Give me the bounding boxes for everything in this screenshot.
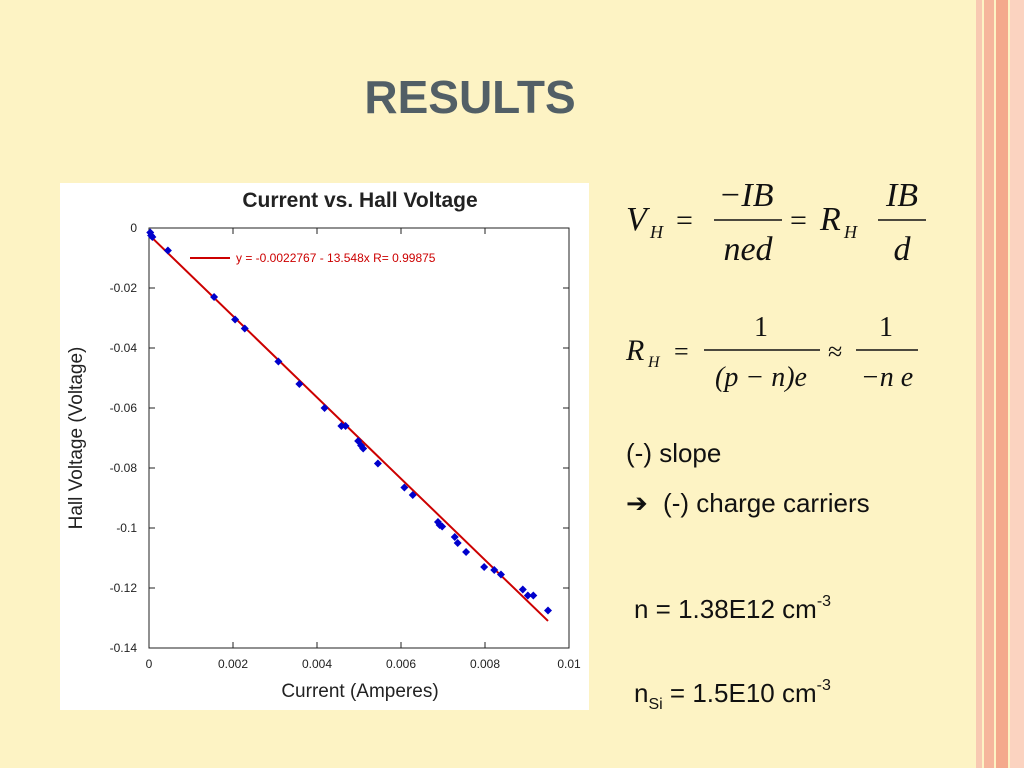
data-point bbox=[148, 233, 157, 241]
stripe bbox=[1010, 0, 1024, 768]
x-tick-label: 0.01 bbox=[557, 657, 581, 671]
fit-line bbox=[148, 234, 549, 622]
svg-text:H: H bbox=[647, 354, 661, 371]
data-point bbox=[529, 591, 538, 600]
right-arrow-icon: ➔ bbox=[626, 488, 648, 518]
data-point bbox=[274, 357, 283, 366]
data-point bbox=[523, 591, 532, 600]
y-axis-label: Hall Voltage (Voltage) bbox=[66, 347, 87, 530]
stripe bbox=[976, 0, 982, 768]
carriers-note: ➔ (-) charge carriers bbox=[626, 488, 870, 519]
svg-text:1: 1 bbox=[754, 312, 768, 343]
x-tick-label: 0 bbox=[146, 657, 153, 671]
svg-text:H: H bbox=[843, 222, 858, 242]
y-tick-label: -0.02 bbox=[110, 281, 138, 295]
stripe bbox=[984, 0, 994, 768]
carrier-density: n = 1.38E12 cm-3 bbox=[634, 593, 832, 625]
hall-coefficient-equation: R H = 1 (p − n)e ≈ 1 −n e bbox=[625, 312, 926, 407]
svg-text:=: = bbox=[790, 204, 807, 237]
data-point bbox=[163, 246, 172, 255]
slope-note: (-) slope bbox=[626, 438, 722, 468]
data-point bbox=[496, 570, 505, 579]
hall-voltage-equation: V H = −IB ned = R H IB d bbox=[626, 170, 926, 275]
svg-text:(p − n)e: (p − n)e bbox=[715, 362, 807, 393]
carriers-text: (-) charge carriers bbox=[663, 488, 870, 518]
data-point bbox=[231, 315, 240, 324]
svg-text:d: d bbox=[894, 231, 912, 268]
chart-panel: Current vs. Hall Voltage 0 -0.02 -0.04 -0.0… bbox=[60, 183, 589, 710]
chart-title: Current vs. Hall Voltage bbox=[242, 189, 477, 212]
y-tick-label: 0 bbox=[130, 221, 137, 235]
svg-text:H: H bbox=[649, 222, 664, 242]
stripe bbox=[996, 0, 1008, 768]
slide-title: RESULTS bbox=[364, 71, 576, 123]
data-point bbox=[295, 380, 304, 388]
svg-text:=: = bbox=[676, 204, 693, 237]
y-tick-label: -0.14 bbox=[110, 641, 138, 655]
y-tick-label: -0.06 bbox=[110, 401, 138, 415]
legend: y = -0.0022767 - 13.548x R= 0.99875 bbox=[190, 251, 436, 265]
svg-text:V: V bbox=[626, 201, 651, 238]
svg-text:IB: IB bbox=[885, 177, 918, 214]
data-point bbox=[359, 444, 368, 453]
data-point bbox=[462, 548, 471, 556]
data-points bbox=[146, 228, 552, 615]
scatter-chart: Current vs. Hall Voltage 0 -0.02 -0.04 -0.0… bbox=[66, 189, 581, 702]
carrier-density-exponent: -3 bbox=[816, 593, 832, 610]
y-tick-label: -0.08 bbox=[110, 461, 138, 475]
svg-text:≈: ≈ bbox=[828, 337, 842, 366]
svg-text:−n e: −n e bbox=[861, 362, 913, 393]
carrier-density-text: n = 1.38E12 cm bbox=[634, 594, 817, 624]
svg-text:−IB: −IB bbox=[718, 177, 773, 214]
nsi-exponent: -3 bbox=[816, 677, 831, 694]
data-point bbox=[341, 422, 350, 430]
fit-line-group bbox=[148, 234, 549, 622]
data-point bbox=[337, 422, 346, 430]
svg-text:1: 1 bbox=[879, 312, 893, 343]
y-tick-label: -0.1 bbox=[116, 521, 137, 535]
x-tick-label: 0.006 bbox=[386, 657, 416, 671]
data-point bbox=[373, 459, 382, 468]
svg-text:R: R bbox=[625, 334, 644, 367]
x-tick-label: 0.008 bbox=[470, 657, 500, 671]
data-point bbox=[450, 533, 459, 541]
y-axis-ticks: 0 -0.02 -0.04 -0.06 -0.08 -0.1 -0.12 -0.14 bbox=[110, 221, 569, 655]
legend-label: y = -0.0022767 - 13.548x R= 0.99875 bbox=[236, 251, 436, 265]
data-point bbox=[438, 522, 447, 531]
data-point bbox=[480, 563, 489, 571]
x-axis-ticks: 0 0.002 0.004 0.006 0.008 0.01 bbox=[146, 228, 581, 671]
nsi-n: n bbox=[634, 678, 649, 708]
data-point bbox=[210, 293, 219, 301]
nsi-value: = 1.5E10 cm bbox=[662, 678, 817, 708]
plot-frame bbox=[148, 227, 570, 649]
svg-text:=: = bbox=[674, 337, 689, 366]
data-point bbox=[544, 606, 552, 615]
svg-text:R: R bbox=[819, 201, 841, 238]
y-tick-label: -0.12 bbox=[110, 581, 138, 595]
x-tick-label: 0.004 bbox=[302, 657, 332, 671]
data-point bbox=[320, 404, 329, 412]
y-tick-label: -0.04 bbox=[110, 341, 138, 355]
svg-text:ned: ned bbox=[723, 231, 773, 268]
data-point bbox=[453, 539, 462, 547]
decorative-stripes bbox=[976, 0, 1024, 768]
silicon-intrinsic-density: nSi = 1.5E10 cm-3 bbox=[634, 677, 831, 713]
x-axis-label: Current (Amperes) bbox=[281, 681, 438, 702]
data-point bbox=[400, 483, 409, 492]
data-point bbox=[408, 491, 417, 499]
data-point bbox=[240, 324, 249, 333]
x-tick-label: 0.002 bbox=[218, 657, 248, 671]
data-point bbox=[490, 566, 499, 574]
nsi-subscript: Si bbox=[648, 696, 663, 713]
data-point bbox=[518, 585, 527, 594]
